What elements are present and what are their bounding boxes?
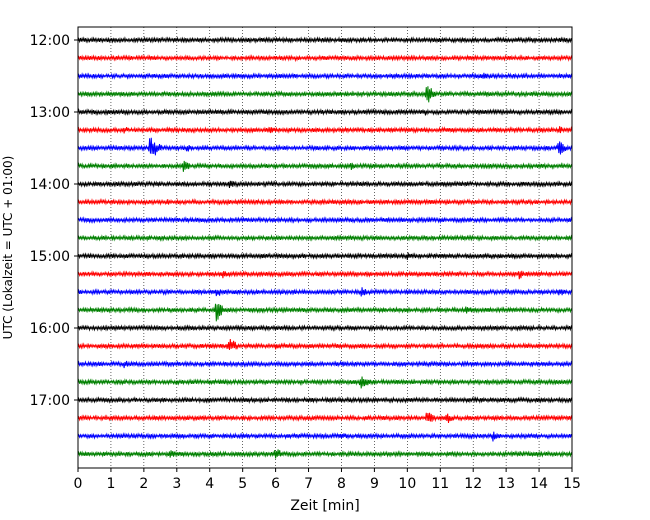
seismogram-trace (77, 270, 573, 280)
seismogram-trace (77, 412, 573, 423)
seismogram-trace (77, 216, 573, 224)
y-tick-label: 14:00 (30, 177, 70, 193)
seismogram-trace (77, 338, 573, 351)
x-tick-label: 8 (337, 476, 346, 492)
x-tick-label: 9 (370, 476, 379, 492)
seismogram-trace (77, 303, 573, 322)
seismogram-trace (77, 108, 573, 116)
seismogram-trace (77, 72, 573, 80)
x-tick-label: 0 (74, 476, 83, 492)
seismogram-trace (77, 431, 573, 442)
seismogram-trace (77, 160, 573, 172)
seismogram-trace (77, 234, 573, 242)
seismogram-trace (77, 54, 573, 63)
x-tick-label: 5 (238, 476, 247, 492)
x-axis-ticks: 0 1 2 3 4 5 6 7 8 9 10 11 12 13 14 15 (74, 468, 581, 492)
y-tick-label: 16:00 (30, 321, 70, 337)
seismogram-trace (77, 137, 573, 156)
x-tick-label: 12 (464, 476, 482, 492)
y-tick-label: 13:00 (30, 105, 70, 121)
x-tick-label: 1 (106, 476, 115, 492)
y-axis-ticks: 12:00 13:00 14:00 15:00 16:00 17:00 (30, 33, 78, 409)
seismogram-trace (77, 359, 573, 369)
seismogram-trace (77, 180, 573, 189)
y-tick-label: 17:00 (30, 393, 70, 409)
x-tick-label: 10 (398, 476, 416, 492)
x-tick-label: 4 (205, 476, 214, 492)
seismogram-trace (77, 36, 573, 44)
y-tick-label: 15:00 (30, 249, 70, 265)
seismogram-trace (77, 449, 573, 459)
seismogram-trace (77, 396, 573, 404)
x-tick-label: 15 (563, 476, 581, 492)
x-tick-label: 3 (172, 476, 181, 492)
seismogram-trace (77, 287, 573, 297)
seismogram-trace (77, 252, 573, 260)
seismogram-trace (77, 376, 573, 389)
seismogram-trace (77, 126, 573, 134)
plot-frame (77, 26, 573, 469)
x-tick-label: 6 (271, 476, 280, 492)
x-axis-title: Zeit [min] (290, 498, 359, 514)
trace-layer (77, 36, 573, 459)
seismogram-trace (77, 198, 573, 206)
x-tick-label: 13 (497, 476, 515, 492)
y-tick-label: 12:00 (30, 33, 70, 49)
x-tick-label: 11 (431, 476, 449, 492)
y-axis-title: UTC (Lokalzeit = UTC + 01:00) (1, 156, 15, 340)
x-tick-label: 7 (304, 476, 313, 492)
seismogram-trace (77, 324, 573, 332)
x-tick-label: 14 (530, 476, 548, 492)
x-tick-label: 2 (139, 476, 148, 492)
seismogram-trace (77, 86, 573, 103)
